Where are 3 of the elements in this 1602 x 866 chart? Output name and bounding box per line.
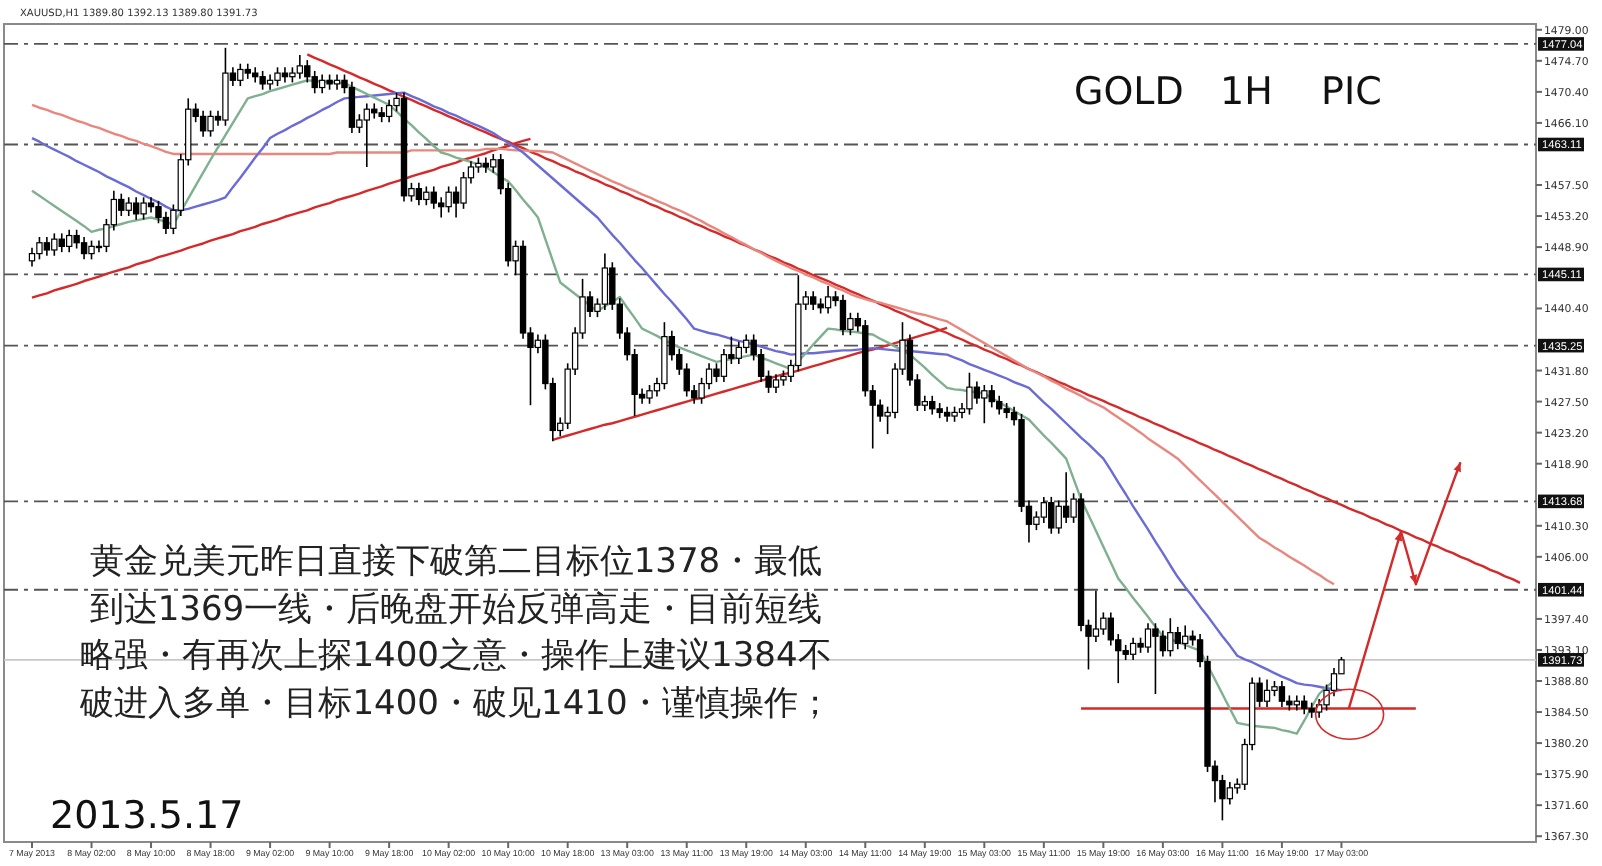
text: GOLD 1H PIC	[1074, 70, 1382, 114]
annotation: 黄金兑美元昨日直接下破第二目标位1378・最低到达1369一线・后晚盘开始反弹高走・目前短线略强・有再次上探1400之意・操作上建议1384不破进入多单・目标1400・破见1410・谨慎操作；	[78, 540, 834, 727]
annotation: 2013.5.17	[50, 794, 244, 838]
